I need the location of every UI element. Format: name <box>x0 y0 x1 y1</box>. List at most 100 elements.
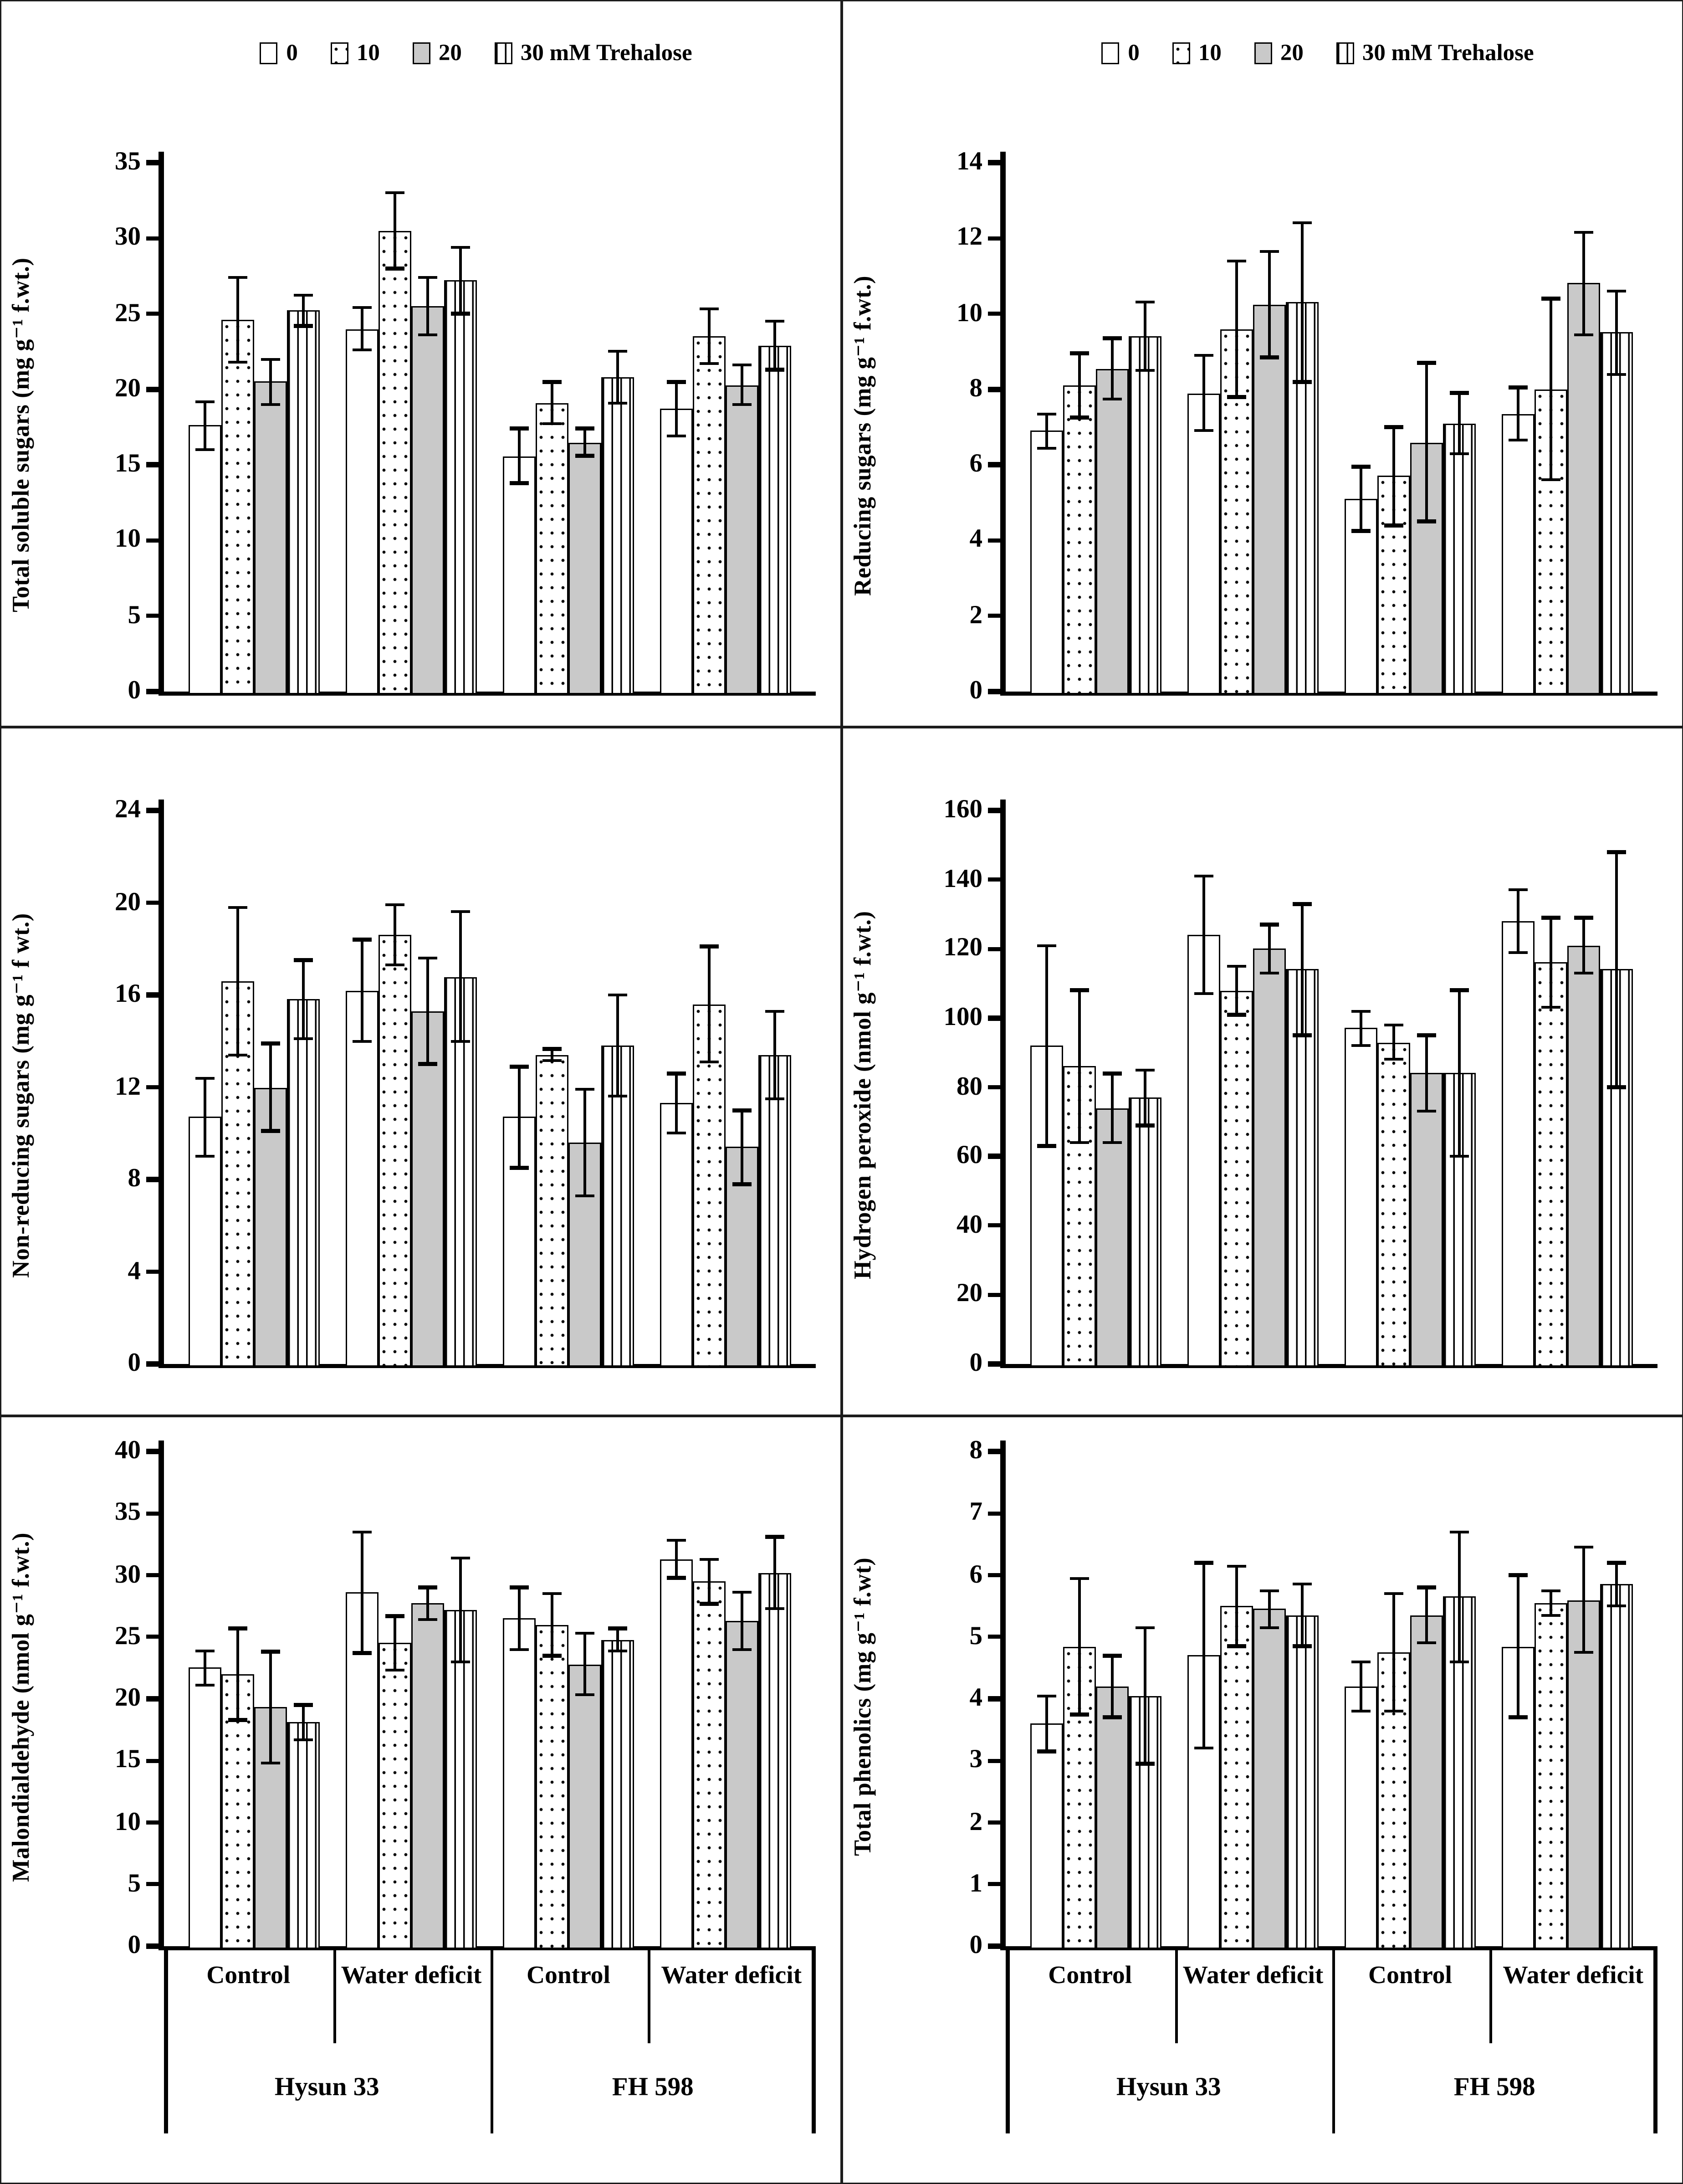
error-bar-cap-bottom <box>385 267 404 270</box>
error-bar-cap-top <box>1136 301 1155 304</box>
y-tick-mark <box>146 1882 159 1887</box>
error-bar-cap-bottom <box>510 1647 529 1651</box>
bar-plain <box>189 426 221 694</box>
error-bar-cap-top <box>542 380 562 384</box>
error-bar-cap-top <box>732 363 752 367</box>
error-bar-cap-top <box>451 246 470 249</box>
error-bar-cap-top <box>1574 231 1593 234</box>
error-bar-cap-top <box>1037 412 1056 416</box>
error-bar-cap-bottom <box>700 1602 719 1605</box>
bar-vlines <box>758 1055 791 1367</box>
panel-hydrogen-peroxide: Hydrogen peroxide (nmol g⁻¹ f.wt.) 0 20 40 6… <box>842 727 1683 1416</box>
error-bar-cap-bottom <box>261 1761 280 1765</box>
error-bar-cap-top <box>1351 1660 1371 1664</box>
bar-dots <box>1063 385 1096 694</box>
error-bar-line <box>583 1089 587 1196</box>
bar-plain <box>1187 935 1220 1367</box>
y-tick-mark <box>146 1449 159 1454</box>
error-bar-line <box>203 1651 207 1686</box>
error-bar-line <box>773 1537 777 1609</box>
error-bar-line <box>393 905 397 965</box>
bar-plain <box>1345 1028 1377 1367</box>
legend-item: 0 <box>260 40 298 67</box>
legend-label: 0 <box>286 40 298 66</box>
error-bar-line <box>269 359 272 405</box>
treatment-label: Water deficit <box>661 1963 802 1990</box>
y-tick-mark <box>988 1292 1000 1297</box>
category-divider <box>1174 1950 1178 2043</box>
error-bar-line <box>550 381 554 424</box>
y-tick-label: 140 <box>943 864 983 893</box>
error-bar-cap-top <box>1574 916 1593 919</box>
error-bar-cap-bottom <box>1607 1085 1626 1089</box>
bar-gray <box>1253 948 1286 1367</box>
y-tick-mark <box>988 1758 1000 1763</box>
error-bar-line <box>269 1043 272 1131</box>
error-bar-line <box>1268 924 1271 973</box>
error-bar-cap-top <box>510 1065 529 1068</box>
error-bar-cap-top <box>1293 902 1312 906</box>
category-divider <box>490 1950 494 2133</box>
error-bar-line <box>1045 414 1049 448</box>
y-tick-mark <box>988 387 1000 392</box>
bar-gray <box>1253 1609 1286 1949</box>
y-tick-label: 4 <box>969 1684 983 1712</box>
y-tick-mark <box>146 689 159 694</box>
category-divider <box>1654 1950 1657 2133</box>
treatment-label: Control <box>1048 1963 1132 1990</box>
error-bar-cap-top <box>1351 1009 1371 1013</box>
error-bar-line <box>1045 945 1049 1146</box>
bar-dots <box>536 1625 568 1949</box>
error-bar-cap-top <box>1450 989 1469 992</box>
error-bar-cap-bottom <box>732 1182 752 1186</box>
legend-swatch-dots <box>330 42 348 64</box>
y-axis-line <box>159 152 164 694</box>
error-bar-cap-bottom <box>451 312 470 316</box>
legend: 0 10 20 30 mM Trehalose <box>137 37 816 70</box>
error-bar-cap-top <box>418 276 437 279</box>
error-bar-cap-bottom <box>1450 1154 1469 1158</box>
error-bar-line <box>1582 918 1586 973</box>
error-bar-cap-top <box>765 319 784 323</box>
y-tick-mark <box>988 946 1000 951</box>
error-bar-line <box>236 907 240 1055</box>
legend-label: 10 <box>356 40 380 66</box>
bar-gray <box>1096 368 1129 694</box>
error-bar-cap-top <box>510 427 529 431</box>
y-tick-label: 100 <box>943 1003 983 1032</box>
y-tick-mark <box>146 236 159 241</box>
error-bar-line <box>616 1628 619 1651</box>
error-bar-line <box>459 1558 462 1662</box>
y-tick-label: 0 <box>128 1349 141 1378</box>
bar-gray <box>1410 1615 1443 1949</box>
panel-total-soluble-sugars: 0 10 20 30 mM Trehalose Total soluble sugars… <box>0 0 842 727</box>
y-tick-mark <box>146 1696 159 1702</box>
error-bar-line <box>1392 427 1396 526</box>
y-tick-mark <box>146 1943 159 1949</box>
bar-dots <box>1220 1606 1253 1949</box>
error-bar-line <box>236 1628 240 1720</box>
y-tick-label: 2 <box>969 1807 983 1836</box>
error-bar-line <box>1425 1587 1428 1643</box>
error-bar-line <box>1516 890 1520 953</box>
y-axis-line <box>1000 152 1006 694</box>
bar-gray <box>1567 1600 1600 1949</box>
error-bar-line <box>459 912 462 1041</box>
bar-dots <box>693 336 726 694</box>
panel-total-phenolics: Total phenolics (mg g⁻¹ f.wt) 0 1 2 3 4 5 6 7 8 Co… <box>842 1416 1683 2184</box>
error-bar-line <box>302 960 305 1039</box>
error-bar-cap-bottom <box>1136 369 1155 372</box>
error-bar-cap-bottom <box>542 1654 562 1657</box>
legend-item: 10 <box>1172 40 1222 67</box>
error-bar-cap-bottom <box>1103 1141 1122 1144</box>
bar-vlines <box>1443 423 1476 694</box>
error-bar-cap-top <box>1541 916 1560 919</box>
error-bar-line <box>773 321 777 370</box>
category-divider <box>812 1950 816 2133</box>
bar-plain <box>1502 921 1535 1367</box>
y-tick-mark <box>988 1154 1000 1159</box>
bar-vlines <box>287 1722 320 1949</box>
error-bar-cap-top <box>765 1009 784 1013</box>
error-bar-line <box>616 995 619 1097</box>
